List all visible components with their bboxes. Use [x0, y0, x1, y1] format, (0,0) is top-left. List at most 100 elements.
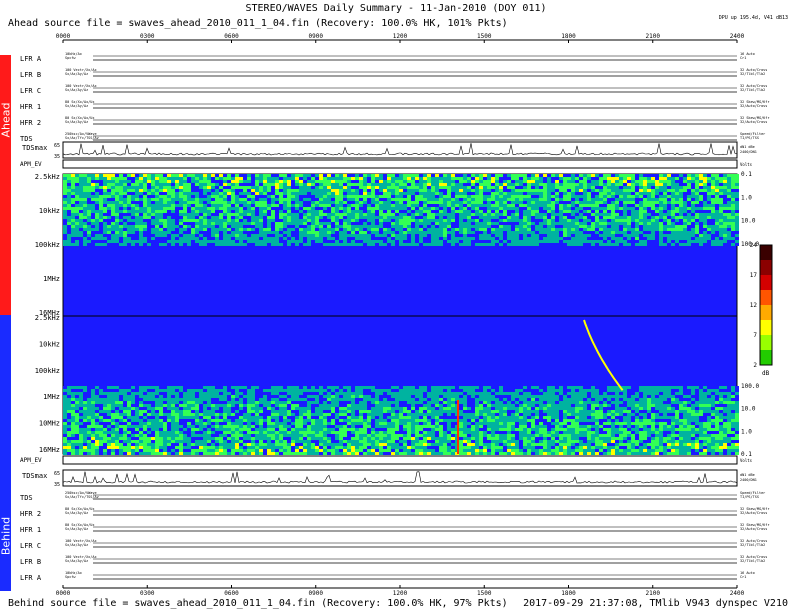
spectrogram-cell — [511, 240, 515, 243]
spectrogram-cell — [671, 180, 675, 183]
spectrogram-cell — [331, 192, 335, 195]
spectrogram-cell — [411, 198, 415, 201]
spectrogram-cell — [351, 189, 355, 192]
spectrogram-cell — [703, 243, 707, 246]
spectrogram-cell — [647, 213, 651, 216]
spectrogram-cell — [399, 225, 403, 228]
spectrogram-cell — [87, 413, 91, 416]
spectrogram-cell — [63, 434, 67, 437]
spectrogram-cell — [75, 213, 79, 216]
spectrogram-cell — [683, 183, 687, 186]
spectrogram-cell — [699, 222, 703, 225]
spectrogram-cell — [119, 201, 123, 204]
spectrogram-cell — [95, 386, 99, 389]
spectrogram-cell — [187, 183, 191, 186]
spectrogram-cell — [315, 192, 319, 195]
spectrogram-cell — [91, 407, 95, 410]
spectrogram-cell — [195, 177, 199, 180]
spectrogram-cell — [683, 204, 687, 207]
spectrogram-cell — [87, 222, 91, 225]
spectrogram-cell — [159, 422, 163, 425]
spectrogram-cell — [199, 213, 203, 216]
spectrogram-cell — [139, 234, 143, 237]
spectrogram-cell — [115, 440, 119, 443]
spectrogram-cell — [507, 216, 511, 219]
spectrogram-cell — [715, 231, 719, 234]
spectrogram-cell — [515, 240, 519, 243]
spectrogram-cell — [179, 437, 183, 440]
spectrogram-cell — [427, 225, 431, 228]
spectrogram-cell — [83, 407, 87, 410]
spectrogram-cell — [135, 434, 139, 437]
spectrogram-cell — [251, 237, 255, 240]
spectrogram-cell — [351, 219, 355, 222]
spectrogram-cell — [343, 222, 347, 225]
spectrogram-cell — [659, 204, 663, 207]
spectrogram-cell — [143, 195, 147, 198]
spectrogram-cell — [723, 183, 727, 186]
spectrogram-cell — [87, 207, 91, 210]
spectrogram-cell — [343, 174, 347, 177]
spectrogram-cell — [119, 401, 123, 404]
spectrogram-cell — [227, 222, 231, 225]
spectrogram-cell — [387, 198, 391, 201]
spectrogram-cell — [735, 216, 739, 219]
spectrogram-cell — [659, 183, 663, 186]
spectrogram-cell — [363, 174, 367, 177]
spectrogram-cell — [67, 219, 71, 222]
spectrogram-cell — [79, 431, 83, 434]
spectrogram-cell — [307, 234, 311, 237]
spectrogram-cell — [195, 207, 199, 210]
spectrogram-cell — [655, 183, 659, 186]
spectrogram-cell — [247, 237, 251, 240]
spectrogram-cell — [155, 240, 159, 243]
spectrogram-cell — [519, 195, 523, 198]
spectrogram-cell — [235, 207, 239, 210]
spectrogram-cell — [563, 216, 567, 219]
spectrogram-cell — [159, 204, 163, 207]
spectrogram-cell — [83, 422, 87, 425]
spectrogram-cell — [279, 219, 283, 222]
spectrogram-cell — [391, 210, 395, 213]
spectrogram-cell — [535, 189, 539, 192]
spectrogram-cell — [643, 195, 647, 198]
spectrogram-cell — [571, 225, 575, 228]
spectrogram-cell — [443, 213, 447, 216]
spectrogram-cell — [479, 198, 483, 201]
spectrogram-cell — [135, 446, 139, 449]
spectrogram-cell — [675, 195, 679, 198]
spectrogram-cell — [587, 183, 591, 186]
spectrogram-cell — [159, 225, 163, 228]
spectrogram-cell — [211, 189, 215, 192]
spectrogram-cell — [103, 228, 107, 231]
spectrogram-cell — [503, 240, 507, 243]
spectrogram-cell — [355, 231, 359, 234]
spectrogram-cell — [139, 192, 143, 195]
spectrogram-cell — [587, 213, 591, 216]
spectrogram-cell — [139, 404, 143, 407]
spectrogram-cell — [455, 189, 459, 192]
spectrogram-cell — [231, 177, 235, 180]
spectrogram-cell — [327, 177, 331, 180]
spectrogram-cell — [255, 240, 259, 243]
spectrogram-cell — [311, 219, 315, 222]
spectrogram-cell — [663, 192, 667, 195]
spectrogram-cell — [251, 174, 255, 177]
spectrogram-cell — [135, 407, 139, 410]
spectrogram-cell — [643, 216, 647, 219]
spectrogram-cell — [559, 219, 563, 222]
spectrogram-cell — [203, 443, 207, 446]
spectrogram-cell — [255, 201, 259, 204]
spectrogram-cell — [179, 204, 183, 207]
spectrogram-cell — [71, 449, 75, 452]
spectrogram-cell — [275, 231, 279, 234]
spectrogram-cell — [711, 228, 715, 231]
spectrogram-cell — [307, 189, 311, 192]
spectrogram-cell — [103, 401, 107, 404]
spectrogram-cell — [343, 213, 347, 216]
spectrogram-cell — [687, 213, 691, 216]
spectrogram-cell — [63, 443, 67, 446]
spectrogram-cell — [291, 219, 295, 222]
spectrogram-cell — [199, 452, 203, 455]
spectrogram-cell — [159, 449, 163, 452]
